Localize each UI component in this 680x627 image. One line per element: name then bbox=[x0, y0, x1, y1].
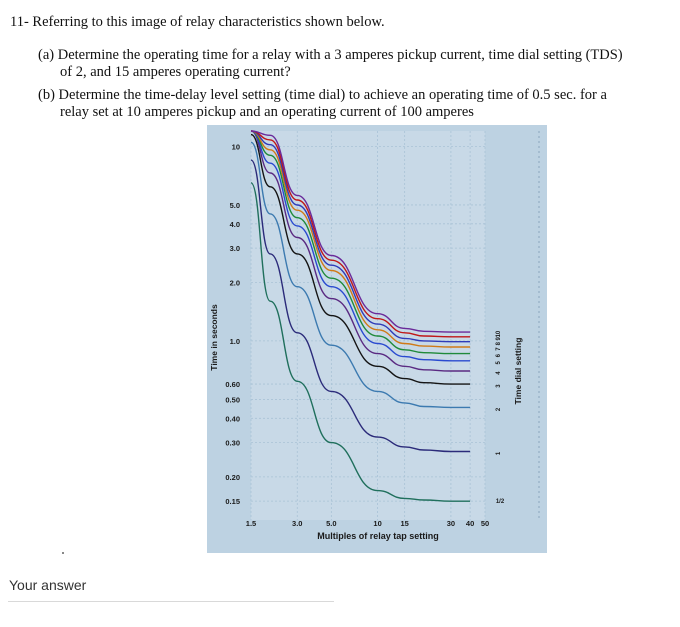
x-tick-label: 30 bbox=[447, 519, 455, 528]
curve-tds-5 bbox=[250, 130, 471, 362]
curve-tds-2 bbox=[250, 141, 471, 409]
dial-setting-label: 10 bbox=[496, 330, 502, 337]
dial-setting-label: 6 bbox=[496, 353, 502, 357]
y-tick-label: 5.0 bbox=[230, 201, 240, 210]
curve-tds-9 bbox=[250, 130, 471, 338]
y-tick-label: 4.0 bbox=[230, 220, 240, 229]
dial-setting-label: 1 bbox=[496, 451, 502, 455]
stray-dot bbox=[62, 552, 64, 554]
answer-label: Your answer bbox=[9, 577, 87, 593]
y-tick-label: 10 bbox=[232, 142, 240, 151]
question-part-a-line2: of 2, and 15 amperes operating current? bbox=[60, 64, 291, 80]
y-tick-label: 0.30 bbox=[225, 439, 240, 448]
x-tick-label: 1.5 bbox=[246, 519, 256, 528]
dial-setting-label: 4 bbox=[496, 371, 502, 375]
x-tick-label: 3.0 bbox=[292, 519, 302, 528]
question-part-a-line1: (a) Determine the operating time for a r… bbox=[38, 47, 623, 63]
y-tick-label: 2.0 bbox=[230, 278, 240, 287]
x-tick-label: 15 bbox=[400, 519, 408, 528]
question-title: 11- Referring to this image of relay cha… bbox=[10, 14, 385, 30]
x-tick-label: 10 bbox=[373, 519, 381, 528]
curve-tds-7 bbox=[250, 130, 471, 348]
chart-svg: 10 5.0 4.0 3.0 2.0 1.0 0.60 0.50 0.40 0.30 0.20 0.1… bbox=[209, 130, 540, 541]
x-tick-label: 40 bbox=[466, 519, 474, 528]
x-tick-label: 5.0 bbox=[326, 519, 336, 528]
curve-tds-8 bbox=[250, 130, 471, 343]
x-tick-label: 50 bbox=[481, 519, 489, 528]
dial-setting-label: 8 bbox=[496, 341, 502, 345]
curve-tds-1-2 bbox=[250, 182, 471, 502]
question-part-b-line1: (b) Determine the time-delay level setti… bbox=[38, 87, 607, 103]
dial-setting-label: 3 bbox=[496, 384, 502, 388]
relay-characteristics-chart: 10 5.0 4.0 3.0 2.0 1.0 0.60 0.50 0.40 0.30 0.20 0.1… bbox=[207, 125, 547, 553]
y-axis-label: Time in seconds bbox=[209, 304, 219, 371]
y-tick-label: 3.0 bbox=[230, 244, 240, 253]
y-tick-label: 0.15 bbox=[225, 497, 240, 506]
y-tick-label: 1.0 bbox=[230, 337, 240, 346]
answer-input-underline[interactable] bbox=[8, 601, 334, 602]
curve-tds-6 bbox=[250, 130, 471, 355]
dial-setting-label: 1/2 bbox=[496, 499, 505, 505]
dial-setting-label: 5 bbox=[496, 360, 502, 364]
question-part-b-line2: relay set at 10 amperes pickup and an op… bbox=[60, 104, 474, 120]
right-axis-label: Time dial setting bbox=[513, 338, 523, 405]
curve-tds-1 bbox=[250, 159, 471, 453]
y-tick-label: 0.20 bbox=[225, 473, 240, 482]
dial-setting-label: 7 bbox=[496, 347, 502, 351]
curve-tds-4 bbox=[250, 130, 471, 372]
dial-setting-label: 2 bbox=[496, 407, 502, 411]
y-tick-label: 0.50 bbox=[225, 395, 240, 404]
curve-tds-10 bbox=[250, 130, 471, 333]
y-tick-label: 0.40 bbox=[225, 414, 240, 423]
curve-tds-3 bbox=[250, 133, 471, 385]
y-tick-label: 0.60 bbox=[225, 380, 240, 389]
x-axis-label: Multiples of relay tap setting bbox=[317, 531, 439, 541]
dial-setting-label: 9 bbox=[496, 336, 502, 340]
